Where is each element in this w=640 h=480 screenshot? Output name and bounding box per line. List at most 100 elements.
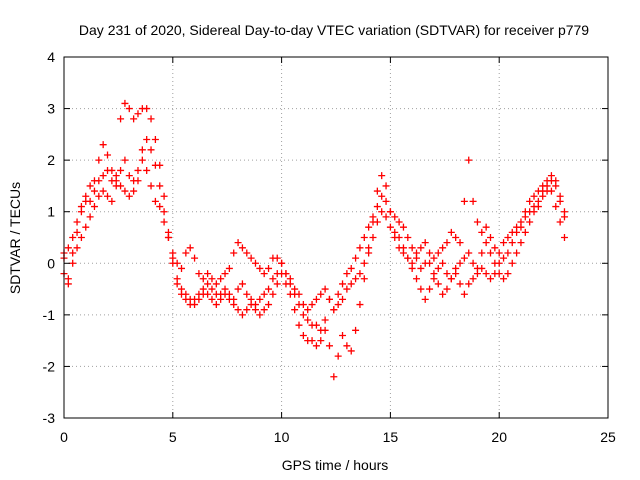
data-point [456, 259, 464, 267]
data-point [130, 115, 138, 123]
data-point [117, 182, 125, 190]
data-point [369, 234, 377, 241]
data-point [465, 280, 473, 288]
data-point [73, 218, 81, 226]
axis-ticks: 0 5 10 15 20 25 -3 -2 -1 0 1 2 3 4 [43, 49, 616, 445]
data-point [530, 208, 538, 216]
data-point [426, 249, 434, 257]
data-point [560, 208, 568, 216]
data-point [282, 270, 290, 278]
data-point [99, 187, 107, 195]
data-point [69, 249, 77, 257]
x-tick-label: 10 [274, 429, 290, 445]
data-point [534, 203, 542, 211]
data-point [334, 352, 342, 360]
data-point [308, 337, 316, 345]
data-point [238, 244, 246, 252]
data-point [378, 172, 386, 180]
data-point [125, 172, 133, 180]
data-point [456, 280, 464, 288]
data-point [160, 218, 168, 226]
data-point [460, 254, 468, 262]
data-point [299, 301, 307, 309]
data-point [125, 105, 133, 113]
data-point [243, 306, 251, 314]
data-point [269, 290, 277, 298]
data-point [286, 290, 294, 298]
data-point [247, 301, 255, 309]
data-point [434, 264, 442, 272]
data-point [339, 331, 347, 339]
data-point [539, 182, 547, 190]
data-point [104, 151, 112, 159]
data-point [138, 146, 146, 154]
data-point [73, 244, 81, 252]
data-point [191, 254, 199, 262]
data-point [251, 306, 259, 314]
y-tick-label: 3 [47, 101, 55, 117]
data-point [413, 249, 421, 257]
data-point [182, 249, 190, 257]
data-point [151, 197, 159, 205]
data-point [386, 208, 394, 216]
data-point [256, 295, 264, 303]
data-point [90, 177, 98, 185]
data-point [452, 234, 460, 241]
grid-lines [64, 57, 608, 418]
data-point [117, 115, 125, 123]
data-point [64, 280, 72, 288]
y-tick-label: -3 [43, 410, 56, 426]
data-point [265, 301, 273, 309]
data-point [217, 275, 225, 283]
data-point [234, 306, 242, 314]
data-point [273, 254, 281, 262]
data-point [343, 285, 351, 293]
x-tick-label: 5 [169, 429, 177, 445]
data-point [447, 275, 455, 283]
data-point [339, 295, 347, 303]
data-point [478, 249, 486, 257]
data-point [230, 301, 238, 309]
data-point [212, 280, 220, 288]
data-point [260, 306, 268, 314]
data-point [491, 244, 499, 252]
data-point [465, 156, 473, 164]
data-point [421, 295, 429, 303]
data-point [299, 311, 307, 319]
data-point [356, 301, 364, 309]
data-point [430, 275, 438, 283]
data-point [251, 259, 259, 267]
data-point [147, 115, 155, 123]
data-point [147, 146, 155, 154]
data-point [352, 275, 360, 283]
data-point [352, 254, 360, 262]
data-point [534, 187, 542, 195]
data-point [134, 177, 142, 185]
data-point [469, 259, 477, 267]
data-point [330, 306, 338, 314]
data-point [108, 197, 116, 205]
data-point [517, 218, 525, 226]
data-point [134, 166, 142, 174]
data-point [295, 290, 303, 298]
data-point [408, 244, 416, 252]
data-point [121, 187, 129, 195]
data-point [330, 373, 338, 381]
data-point [247, 254, 255, 262]
data-point [443, 239, 451, 247]
data-point [86, 182, 94, 190]
data-point [64, 244, 72, 252]
data-point [273, 280, 281, 288]
data-point [238, 280, 246, 288]
data-point [95, 156, 103, 164]
data-point [443, 270, 451, 278]
data-point [199, 275, 207, 283]
data-point [343, 342, 351, 350]
data-point [173, 259, 181, 267]
data-point [404, 254, 412, 262]
data-point [121, 99, 129, 107]
y-tick-label: 1 [47, 204, 55, 220]
data-point [391, 228, 399, 236]
data-point [517, 239, 525, 247]
data-point [225, 264, 233, 272]
